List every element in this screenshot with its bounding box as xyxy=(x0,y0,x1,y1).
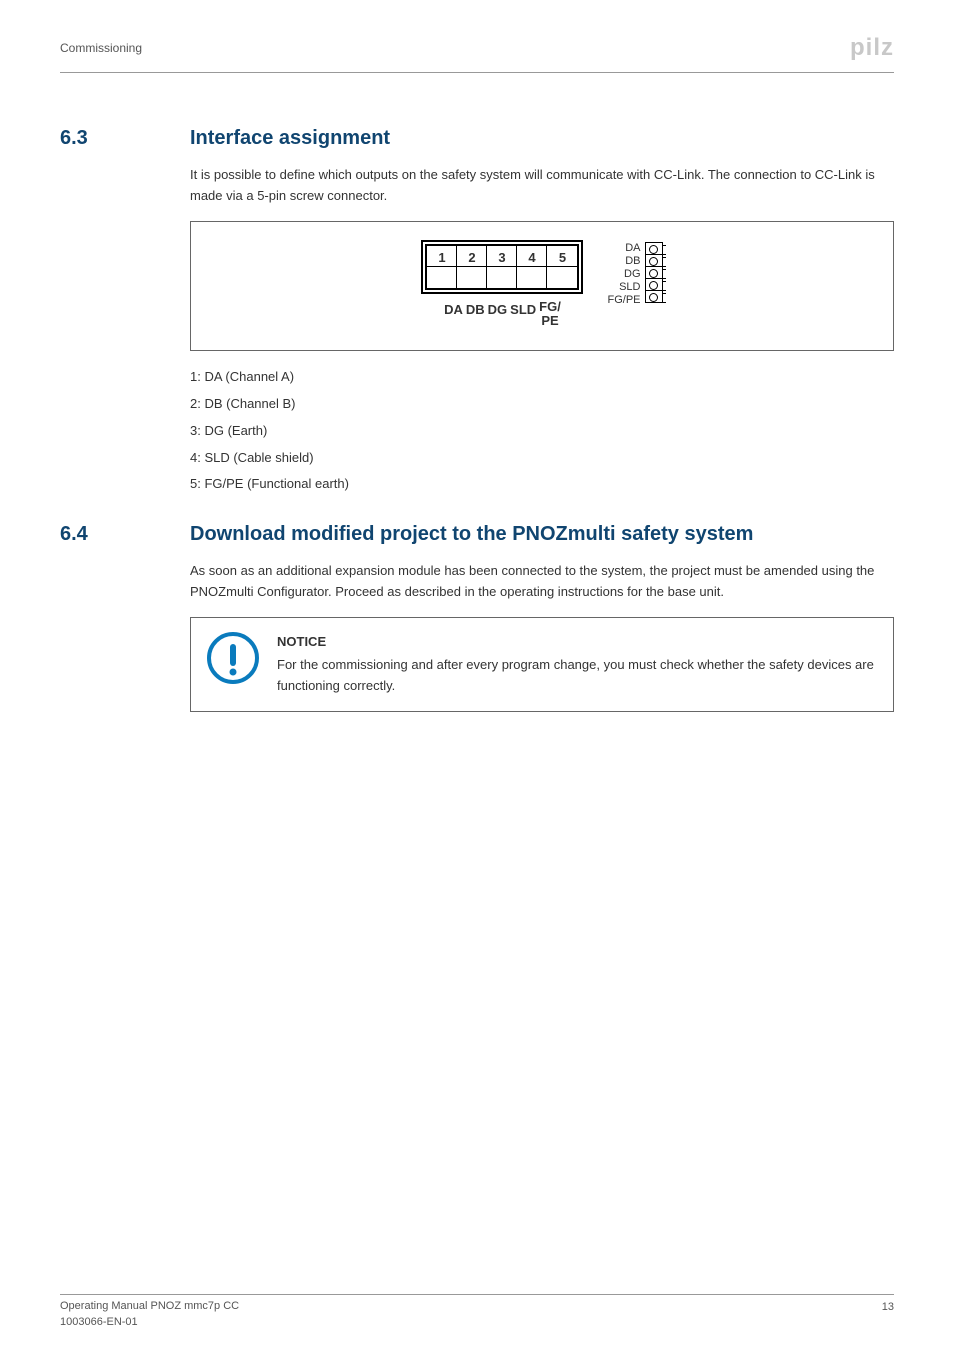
connector-diagram: 1 2 3 4 5 xyxy=(421,240,583,294)
terminal-block: DA DB DG SLD FG/PE xyxy=(607,242,662,307)
paragraph: As soon as an additional expansion modul… xyxy=(190,561,894,603)
section-number: 6.3 xyxy=(60,123,190,153)
list-item: 5: FG/PE (Functional earth) xyxy=(190,474,894,495)
footer-line: Operating Manual PNOZ mmc7p CC xyxy=(60,1299,239,1314)
connector-pin: 4 xyxy=(517,246,547,288)
section-number: 6.4 xyxy=(60,519,190,549)
brand-logo: pilz xyxy=(850,30,894,66)
list-item: 3: DG (Earth) xyxy=(190,421,894,442)
list-item: 4: SLD (Cable shield) xyxy=(190,448,894,469)
connector-pin: 3 xyxy=(487,246,517,288)
breadcrumb: Commissioning xyxy=(60,39,142,57)
connector-figure: 1 2 3 4 5 xyxy=(190,221,894,352)
section-title: Interface assignment xyxy=(190,123,390,153)
screw-terminal-icon xyxy=(645,290,663,303)
info-icon xyxy=(207,632,259,684)
notice-text: For the commissioning and after every pr… xyxy=(277,655,877,697)
connector-pin: 2 xyxy=(457,246,487,288)
section-title: Download modified project to the PNOZmul… xyxy=(190,519,753,549)
notice-title: NOTICE xyxy=(277,632,877,652)
section-heading: 6.3 Interface assignment xyxy=(60,123,894,153)
page-header: Commissioning pilz xyxy=(60,30,894,73)
section-heading: 6.4 Download modified project to the PNO… xyxy=(60,519,894,549)
list-item: 1: DA (Channel A) xyxy=(190,367,894,388)
connector-pin: 1 xyxy=(427,246,457,288)
page-footer: Operating Manual PNOZ mmc7p CC 1003066-E… xyxy=(60,1294,894,1330)
pin-labels-bottom: DA DB DG SLD FG/PE xyxy=(421,300,583,329)
page-number: 13 xyxy=(882,1299,894,1330)
notice-callout: NOTICE For the commissioning and after e… xyxy=(190,617,894,712)
connector-pin: 5 xyxy=(547,246,577,288)
paragraph: It is possible to define which outputs o… xyxy=(190,165,894,207)
legend-list: 1: DA (Channel A) 2: DB (Channel B) 3: D… xyxy=(190,367,894,495)
footer-line: 1003066-EN-01 xyxy=(60,1315,239,1330)
list-item: 2: DB (Channel B) xyxy=(190,394,894,415)
